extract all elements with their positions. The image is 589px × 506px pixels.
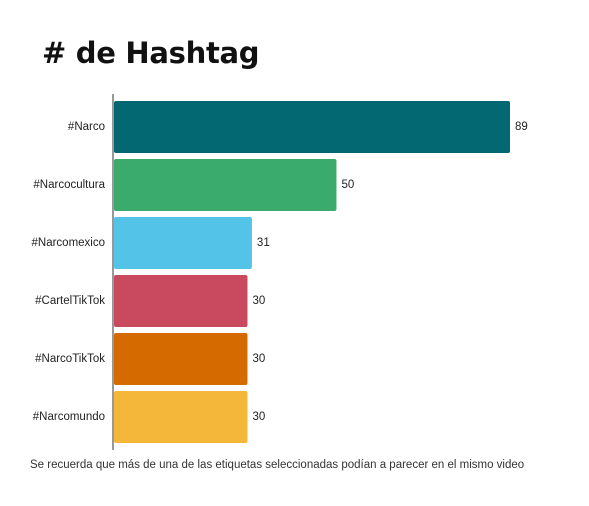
category-label-0: #Narco bbox=[68, 121, 105, 133]
value-label-1: 50 bbox=[341, 179, 354, 191]
bar-0 bbox=[114, 101, 510, 153]
category-label-4: #NarcoTikTok bbox=[35, 353, 105, 365]
chart-footnote: Se recuerda que más de una de las etique… bbox=[30, 459, 525, 471]
bar-3 bbox=[114, 275, 248, 327]
bar-5 bbox=[114, 391, 248, 443]
value-label-4: 30 bbox=[252, 353, 265, 365]
category-label-5: #Narcomundo bbox=[33, 411, 105, 423]
category-label-3: #CartelTikTok bbox=[35, 295, 105, 307]
value-label-5: 30 bbox=[252, 411, 265, 423]
chart-title: # de Hashtag bbox=[42, 36, 260, 70]
bar-4 bbox=[114, 333, 248, 385]
category-label-1: #Narcocultura bbox=[33, 179, 105, 191]
value-label-3: 30 bbox=[252, 295, 265, 307]
bar-1 bbox=[114, 159, 337, 211]
value-label-2: 31 bbox=[257, 237, 270, 249]
bar-2 bbox=[114, 217, 252, 269]
value-label-0: 89 bbox=[515, 121, 528, 133]
category-label-2: #Narcomexico bbox=[32, 237, 106, 249]
